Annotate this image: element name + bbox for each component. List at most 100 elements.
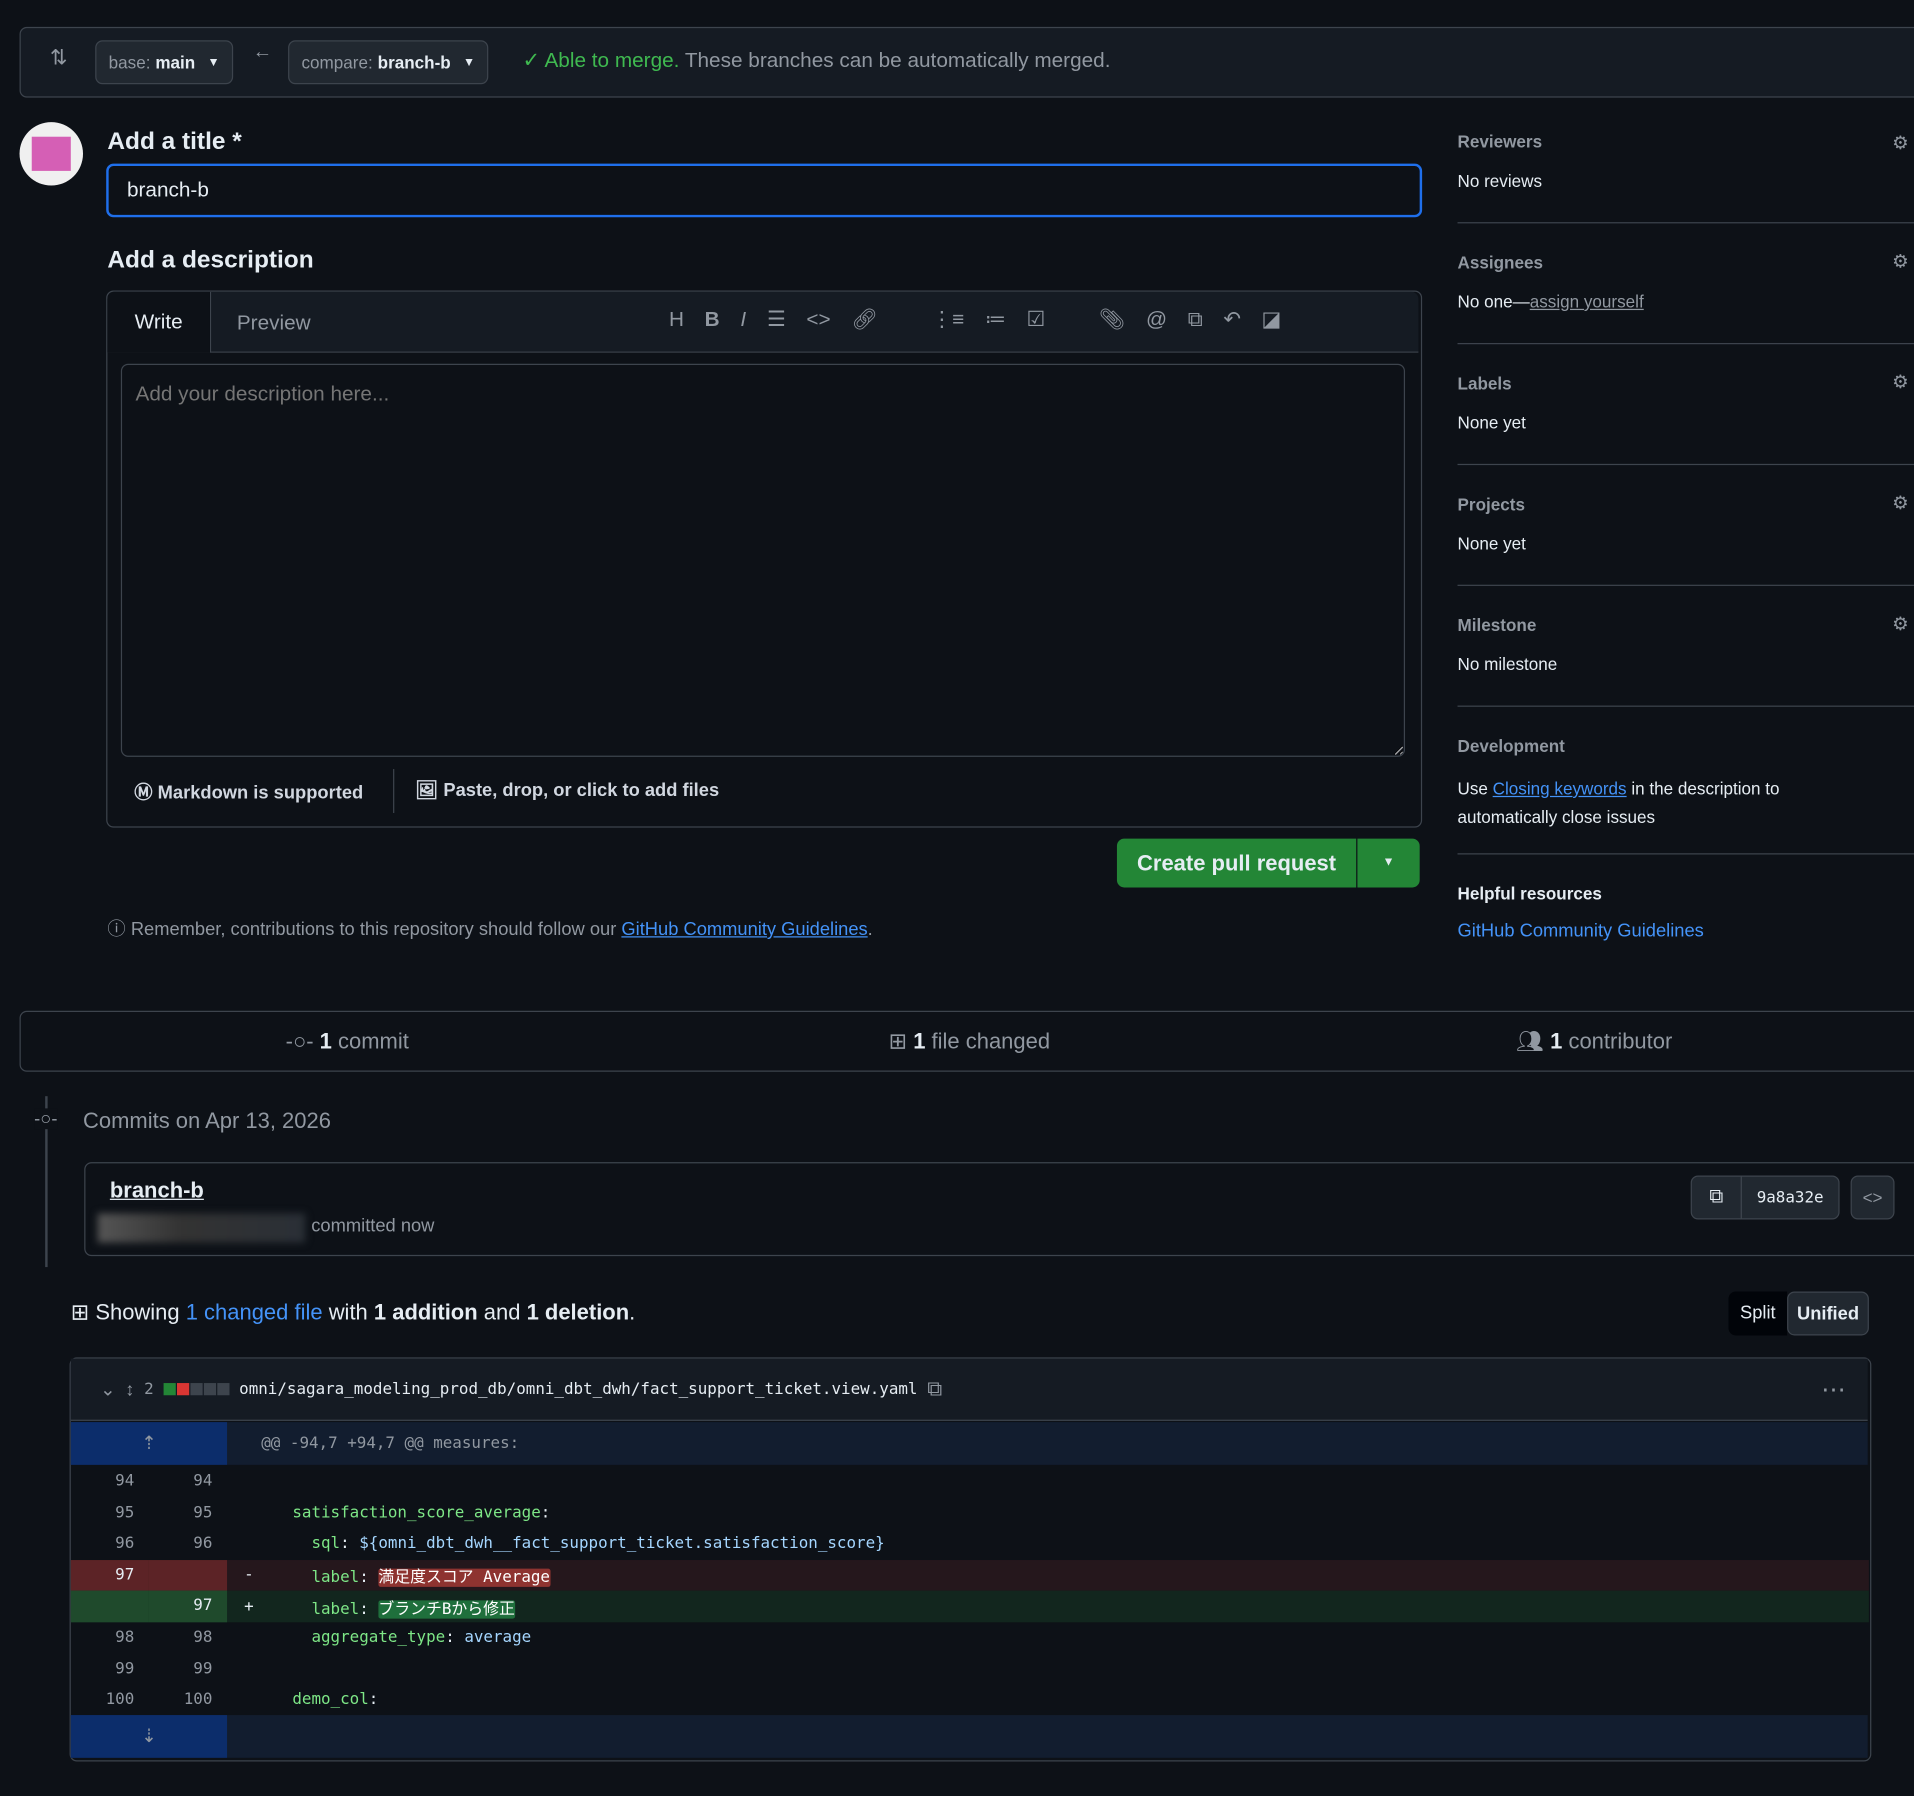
more-options-icon[interactable]: ⋯ bbox=[1821, 1376, 1846, 1404]
diffstat bbox=[163, 1383, 230, 1396]
yaml-key bbox=[273, 1629, 311, 1647]
old-line-number[interactable]: 96 bbox=[115, 1534, 135, 1553]
community-guidelines-link[interactable]: GitHub Community Guidelines bbox=[621, 919, 868, 940]
closing-keywords-link[interactable]: Closing keywords bbox=[1492, 778, 1627, 799]
gear-icon[interactable]: ⚙ bbox=[1892, 372, 1909, 394]
add-files-label: Paste, drop, or click to add files bbox=[443, 780, 720, 801]
sidebar: Reviewers No reviews ⚙ Assignees No one—ass… bbox=[1457, 131, 1914, 942]
diff-line: 100 100 demo_col: bbox=[71, 1685, 1869, 1716]
chevron-down-icon[interactable]: ⌄ bbox=[100, 1379, 116, 1401]
diff-sign bbox=[227, 1691, 254, 1709]
sidebar-guidelines-link[interactable]: GitHub Community Guidelines bbox=[1457, 920, 1704, 942]
new-line-number[interactable]: 94 bbox=[193, 1472, 213, 1491]
commits-date-header: Commits on Apr 13, 2026 bbox=[83, 1108, 331, 1133]
browse-code-button[interactable]: <> bbox=[1850, 1175, 1895, 1220]
slash-command-icon[interactable]: ◪ bbox=[1261, 307, 1282, 331]
code-content: satisfaction_score_average: bbox=[254, 1504, 560, 1522]
add-files[interactable]: 🖼︎ Paste, drop, or click to add files bbox=[415, 779, 719, 801]
description-label: Add a description bbox=[107, 246, 314, 274]
diff-sign bbox=[227, 1473, 254, 1491]
reviewers-section: Reviewers No reviews ⚙ bbox=[1457, 131, 1909, 191]
caret-down-icon: ▼ bbox=[462, 55, 476, 69]
old-line-number[interactable]: 95 bbox=[115, 1503, 135, 1522]
diff-sign: - bbox=[244, 1566, 254, 1585]
title-input[interactable] bbox=[106, 163, 1423, 218]
expand-down-icon[interactable]: ⇣ bbox=[70, 1715, 228, 1758]
diff-line: 97 - label: 満足度スコア Average bbox=[70, 1559, 1869, 1592]
base-branch-select[interactable]: base: main ▼ bbox=[95, 40, 233, 85]
reference-icon[interactable]: ⧉ bbox=[1187, 307, 1203, 331]
old-line-number[interactable]: 99 bbox=[115, 1659, 135, 1678]
image-icon: 🖼︎ bbox=[415, 780, 444, 801]
gear-icon[interactable]: ⚙ bbox=[1892, 133, 1909, 154]
copy-sha-button[interactable]: ⧉ bbox=[1690, 1175, 1742, 1220]
new-line-number[interactable]: 100 bbox=[183, 1690, 213, 1710]
copy-path-icon[interactable]: ⧉ bbox=[927, 1376, 943, 1401]
commit-sha-link[interactable]: 9a8a32e bbox=[1740, 1175, 1840, 1220]
compare-label: compare: bbox=[301, 52, 373, 73]
code-content: label: ブランチBから修正 bbox=[254, 1595, 515, 1619]
old-line-number[interactable]: 94 bbox=[115, 1472, 135, 1491]
gear-icon[interactable]: ⚙ bbox=[1892, 614, 1909, 635]
people-icon: 👥︎ bbox=[1516, 1029, 1551, 1054]
markdown-note[interactable]: Ⓜ Markdown is supported bbox=[134, 779, 363, 805]
gear-icon[interactable]: ⚙ bbox=[1892, 493, 1909, 514]
task-list-icon[interactable]: ☑ bbox=[1026, 307, 1046, 331]
code-content: sql: ${omni_dbt_dwh__fact_support_ticket… bbox=[254, 1535, 884, 1553]
new-line-number[interactable]: 95 bbox=[193, 1503, 213, 1522]
code-icon[interactable]: <> bbox=[806, 307, 831, 331]
create-pull-request-button[interactable]: Create pull request bbox=[1116, 838, 1357, 888]
yaml-key bbox=[273, 1691, 292, 1709]
undo-icon[interactable]: ↶ bbox=[1223, 307, 1241, 331]
diff-line: 96 96 sql: ${omni_dbt_dwh__fact_support_t… bbox=[71, 1529, 1869, 1560]
commit-title-link[interactable]: branch-b bbox=[109, 1177, 204, 1203]
description-textarea[interactable] bbox=[120, 363, 1406, 757]
old-line-number[interactable]: 98 bbox=[115, 1628, 135, 1647]
commit-group-icon: -○- bbox=[34, 1108, 58, 1130]
gear-icon[interactable]: ⚙ bbox=[1892, 251, 1909, 273]
split-button[interactable]: Split bbox=[1728, 1291, 1788, 1336]
new-line-number[interactable]: 97 bbox=[148, 1591, 228, 1623]
unified-button[interactable]: Unified bbox=[1787, 1291, 1869, 1336]
compare-icon: ⇅ bbox=[49, 46, 68, 70]
assign-yourself-link[interactable]: assign yourself bbox=[1529, 291, 1644, 312]
expand-all-icon[interactable]: ↕ bbox=[125, 1378, 135, 1400]
expand-up-icon[interactable]: ⇡ bbox=[70, 1422, 228, 1465]
author-blurred bbox=[97, 1213, 306, 1243]
mention-icon[interactable]: @ bbox=[1145, 307, 1168, 331]
new-line-number[interactable]: 99 bbox=[193, 1659, 213, 1678]
code-content: demo_col: bbox=[254, 1691, 388, 1709]
contributors-tab[interactable]: 👥︎ 1 contributor bbox=[1516, 1029, 1673, 1054]
link-icon[interactable]: 🔗︎ bbox=[851, 307, 878, 331]
old-line-number[interactable] bbox=[70, 1591, 149, 1623]
base-value: main bbox=[155, 52, 196, 73]
compare-value: branch-b bbox=[377, 52, 451, 73]
commits-tab[interactable]: -○- 1 commit bbox=[285, 1029, 409, 1054]
changed-files-link[interactable]: 1 changed file bbox=[185, 1300, 323, 1325]
quote-icon[interactable]: ☰ bbox=[766, 307, 786, 331]
diff-sign bbox=[227, 1535, 254, 1553]
new-line-number[interactable] bbox=[148, 1559, 228, 1592]
tab-write[interactable]: Write bbox=[107, 291, 212, 353]
heading-icon[interactable]: H bbox=[668, 307, 684, 331]
italic-icon[interactable]: I bbox=[740, 307, 747, 331]
file-diff-icon: ⊞ bbox=[888, 1029, 914, 1054]
old-line-number[interactable]: 100 bbox=[105, 1690, 135, 1710]
new-line-number[interactable]: 98 bbox=[193, 1628, 213, 1647]
bold-icon[interactable]: B bbox=[704, 307, 720, 331]
tab-preview[interactable]: Preview bbox=[236, 311, 311, 335]
compare-branch-select[interactable]: compare: branch-b ▼ bbox=[288, 40, 489, 85]
attach-icon[interactable]: 📎︎ bbox=[1098, 307, 1126, 331]
yaml-key bbox=[273, 1600, 311, 1618]
diff-line: 94 94 bbox=[71, 1466, 1869, 1497]
files-tab[interactable]: ⊞ 1 file changed bbox=[888, 1029, 1051, 1054]
pr-stats-bar bbox=[19, 1010, 1914, 1072]
create-options-dropdown[interactable]: ▼ bbox=[1357, 838, 1420, 888]
old-line-number[interactable]: 97 bbox=[70, 1559, 149, 1592]
unordered-list-icon[interactable]: ≔ bbox=[985, 307, 1006, 331]
yaml-key bbox=[273, 1569, 311, 1587]
check-icon: ✓ bbox=[522, 48, 545, 73]
file-path[interactable]: omni/sagara_modeling_prod_db/omni_dbt_dw… bbox=[239, 1380, 918, 1399]
ordered-list-icon[interactable]: ⋮≡ bbox=[931, 307, 965, 331]
new-line-number[interactable]: 96 bbox=[193, 1534, 213, 1553]
